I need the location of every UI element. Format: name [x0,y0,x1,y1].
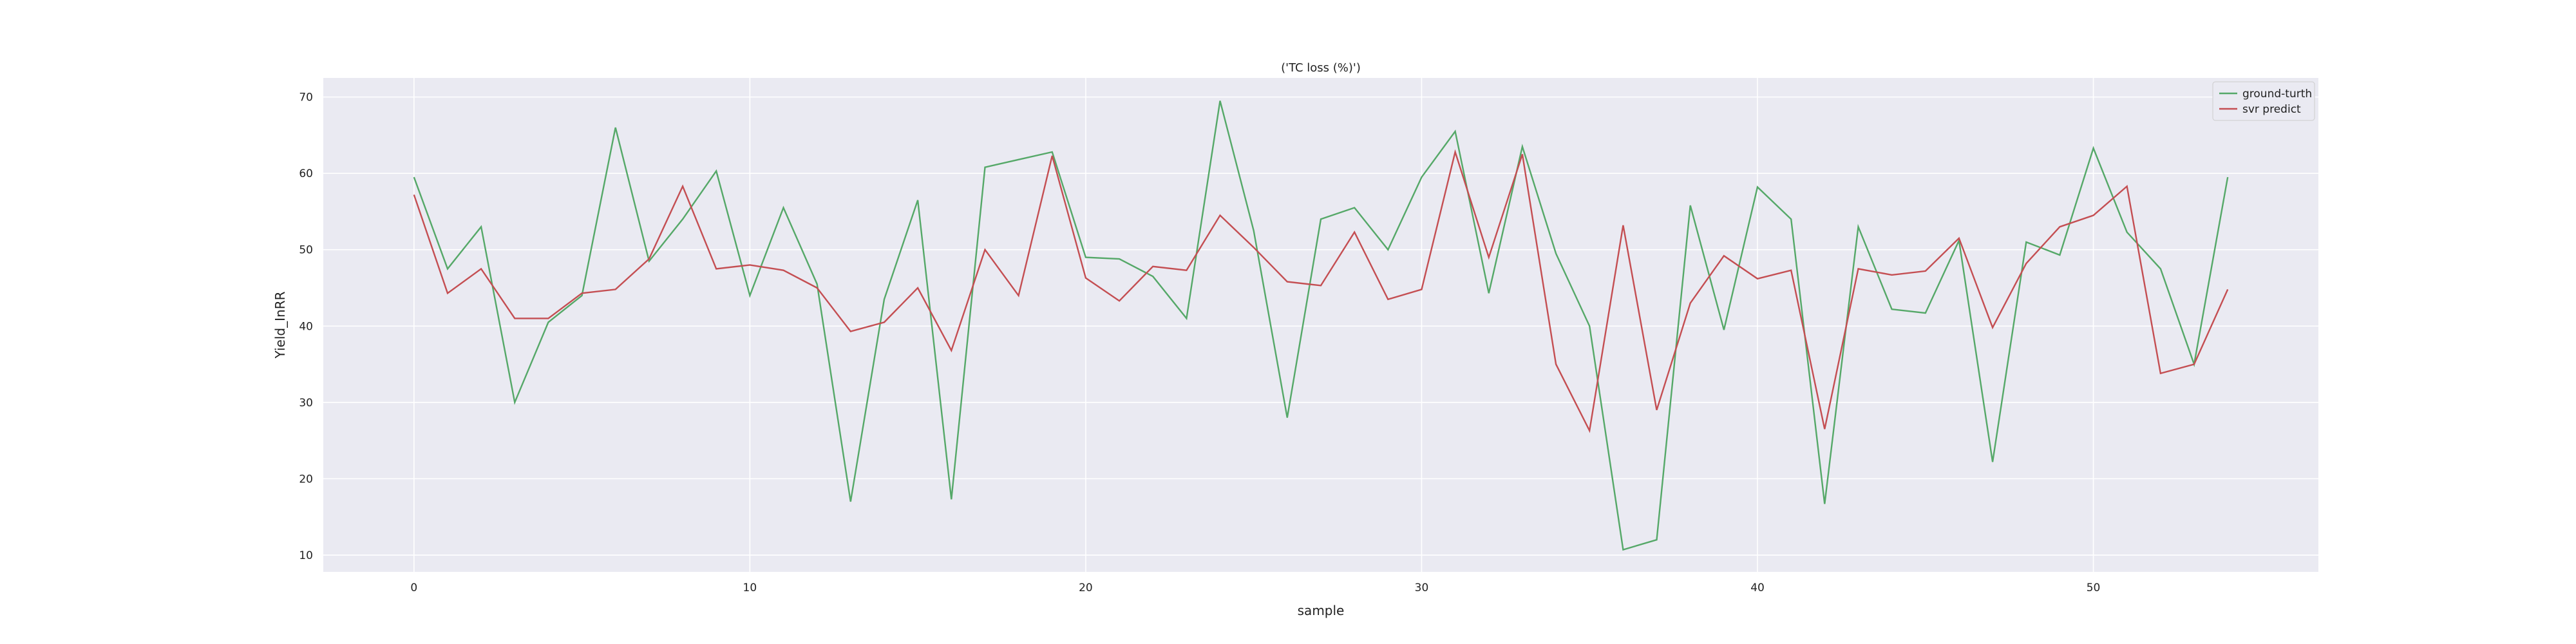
y-tick-label: 40 [299,320,313,333]
chart-title: ('TC loss (%)') [1281,61,1361,75]
series-line [413,100,2229,551]
y-tick-label: 10 [299,549,313,562]
series-group [413,100,2229,551]
x-axis: 0 10 20 30 40 50 [410,582,2100,594]
x-tick-label: 20 [1079,582,1093,594]
x-axis-label: sample [1298,603,1345,618]
grid [323,78,2318,572]
legend-label: ground-turth [2242,88,2312,100]
legend-label: svr predict [2242,103,2301,116]
plot-area [323,78,2318,572]
y-tick-label: 30 [299,397,313,410]
y-tick-label: 60 [299,167,313,180]
x-tick-label: 30 [1415,582,1429,594]
y-tick-label: 50 [299,244,313,257]
y-axis-label: Yield_InRR [272,291,288,359]
x-tick-label: 40 [1750,582,1765,594]
x-tick-label: 0 [410,582,417,594]
x-tick-label: 10 [743,582,757,594]
series-line [413,149,2229,433]
x-tick-label: 50 [2087,582,2101,594]
y-tick-label: 70 [299,91,313,104]
y-tick-label: 20 [299,473,313,486]
y-axis: 10 20 30 40 50 60 70 [299,91,313,562]
legend: ground-turth svr predict [2212,81,2315,121]
legend-box [2212,81,2315,121]
